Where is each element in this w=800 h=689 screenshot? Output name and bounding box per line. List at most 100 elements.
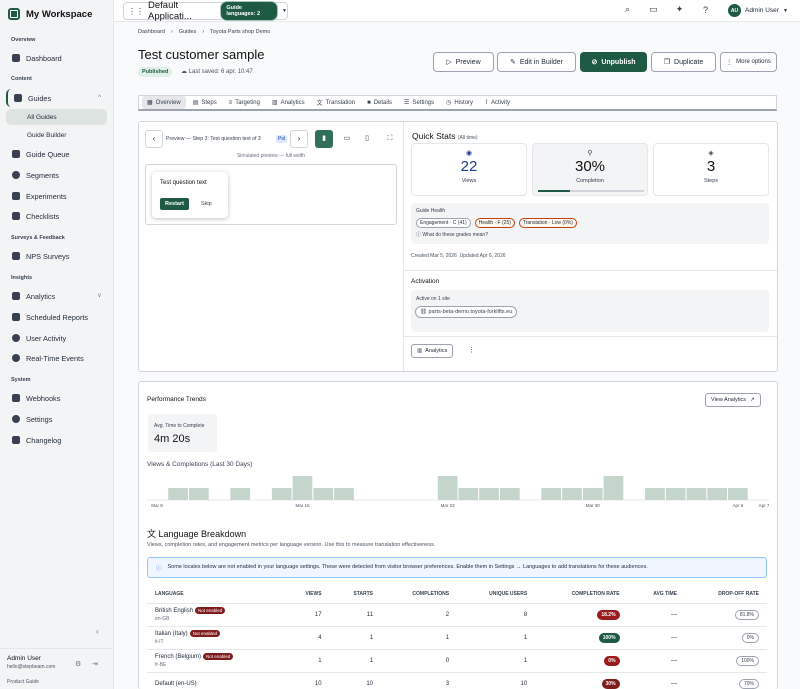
- link-icon: ⛓: [420, 309, 429, 315]
- grades-link[interactable]: ⓘ What do these grades mean?: [416, 231, 488, 238]
- divider: [403, 270, 777, 271]
- views-cell: 10: [283, 671, 330, 689]
- view-analytics-button[interactable]: View Analytics ↗: [705, 393, 761, 407]
- crumb-dashboard[interactable]: Dashboard: [138, 29, 165, 35]
- tab-details[interactable]: ■ Details: [362, 96, 397, 109]
- col-language[interactable]: LANGUAGE: [155, 590, 184, 597]
- chart-bar: [271, 488, 292, 500]
- col-completions[interactable]: COMPLETIONS: [412, 590, 450, 597]
- site-chip[interactable]: ⛓ parts-beta-demo.toyota-forklifts.eu: [415, 306, 518, 318]
- sidebar-item-dashboard[interactable]: Dashboard: [6, 49, 107, 67]
- prev-step-button[interactable]: ‹: [145, 130, 163, 148]
- tab-targeting[interactable]: ≡ Targeting: [224, 96, 265, 109]
- next-step-button[interactable]: ›: [290, 130, 308, 148]
- sidebar-item-label: Segments: [26, 170, 59, 180]
- sparkle-icon[interactable]: ✦: [675, 4, 684, 14]
- col-drop-off-rate[interactable]: DROP-OFF RATE: [718, 590, 759, 597]
- user-menu[interactable]: AU Admin User ▼: [728, 4, 788, 17]
- collapse-sidebar-icon[interactable]: ‹: [96, 627, 99, 636]
- col-avg-time[interactable]: AVG TIME: [653, 590, 677, 597]
- language-cell: Italian (Italy) Not enabled it-IT: [147, 625, 284, 649]
- col-views[interactable]: VIEWS: [305, 590, 322, 597]
- language-cell: British English Not enabled en-GB: [147, 602, 284, 626]
- language-code: it-IT: [155, 638, 164, 645]
- sidebar-item-all-guides[interactable]: All Guides: [6, 109, 107, 125]
- stat-completion: ⚲ 30% Completion: [532, 143, 648, 196]
- sidebar-item-user-activity[interactable]: User Activity: [6, 329, 107, 347]
- analytics-button-label: Analytics: [425, 348, 448, 354]
- more-icon[interactable]: ⋮: [468, 347, 475, 354]
- footer-user-name: Admin User: [7, 655, 41, 662]
- tab-overview[interactable]: ▦ Overview: [142, 96, 186, 109]
- user-settings-icon[interactable]: ⚙: [75, 661, 82, 668]
- tab-settings[interactable]: ☰ Settings: [399, 96, 439, 109]
- sidebar-item-webhooks[interactable]: Webhooks: [6, 389, 107, 407]
- billing-icon[interactable]: ▭: [649, 4, 658, 14]
- fullscreen-icon[interactable]: ⛶: [387, 135, 393, 142]
- sidebar-item-scheduled-reports[interactable]: Scheduled Reports: [6, 308, 107, 326]
- col-completion-rate[interactable]: COMPLETION RATE: [571, 590, 620, 597]
- chart-tick-label: Mar 16: [295, 503, 310, 508]
- sidebar-item-label: User Activity: [26, 333, 67, 343]
- restart-button[interactable]: Restart: [160, 198, 189, 210]
- help-icon[interactable]: ?: [702, 4, 708, 15]
- app-selector[interactable]: ⋮⋮ Default Applicati... Guide languages:…: [123, 0, 288, 22]
- sidebar-item-segments[interactable]: Segments: [6, 166, 107, 184]
- sidebar-item-guides[interactable]: Guides ^: [6, 89, 107, 107]
- col-unique-users[interactable]: UNIQUE USERS: [489, 590, 528, 597]
- sidebar-item-guide-queue[interactable]: Guide Queue: [6, 145, 107, 163]
- sidebar-item-realtime-events[interactable]: Real-Time Events: [6, 349, 107, 367]
- sidebar-item-checklists[interactable]: Checklists: [6, 207, 107, 225]
- chart-bar: [603, 476, 624, 500]
- chart-bar: [645, 488, 665, 500]
- chart-tick-label: Mar 30: [586, 503, 601, 508]
- desktop-view-icon[interactable]: ▮: [315, 130, 333, 148]
- product-guide-link[interactable]: Product Guide: [7, 679, 39, 685]
- tab-analytics[interactable]: ▥ Analytics: [267, 96, 310, 109]
- not-enabled-badge: Not enabled: [189, 629, 220, 637]
- more-options-button[interactable]: ⋮ More options: [720, 52, 777, 72]
- top-bar: ⋮⋮ Default Applicati... Guide languages:…: [114, 0, 800, 22]
- sidebar-item-guide-builder[interactable]: Guide Builder: [6, 127, 107, 143]
- sidebar-item-experiments[interactable]: Experiments: [6, 187, 107, 205]
- skip-button[interactable]: Skip: [201, 201, 212, 207]
- analytics-button[interactable]: ▥ Analytics: [411, 344, 454, 358]
- workspace-header[interactable]: My Workspace: [0, 0, 113, 28]
- chevron-down-icon: v: [98, 293, 101, 299]
- sidebar-item-changelog[interactable]: Changelog: [6, 431, 107, 449]
- sidebar-item-settings[interactable]: Settings: [6, 410, 107, 428]
- tab-steps[interactable]: ▤ Steps: [188, 96, 222, 109]
- preview-button[interactable]: ▷ Preview: [433, 52, 494, 72]
- unpublish-button[interactable]: ⊘ Unpublish: [580, 52, 647, 72]
- not-enabled-badge: Not enabled: [195, 606, 226, 614]
- starts-cell: 1: [329, 625, 382, 649]
- sidebar-item-label: Experiments: [26, 191, 67, 201]
- tablet-view-icon[interactable]: ▭: [343, 135, 351, 142]
- workspace-logo-icon: [8, 8, 20, 20]
- search-icon[interactable]: ⌕: [624, 4, 631, 14]
- table-header-row: LANGUAGE VIEWS STARTS COMPLETIONS UNIQUE…: [147, 585, 767, 603]
- crumb-guides[interactable]: Guides: [178, 29, 197, 35]
- guide-languages-pill[interactable]: Guide languages: 2: [220, 1, 279, 21]
- tab-activity[interactable]: ⌇ Activity: [480, 96, 515, 109]
- sidebar-item-nps[interactable]: NPS Surveys: [6, 247, 107, 265]
- chevron-down-icon: ▼: [782, 7, 788, 14]
- mobile-view-icon[interactable]: ▯: [365, 135, 369, 142]
- sidebar-item-analytics[interactable]: Analytics v: [6, 287, 107, 305]
- checklist-icon: [12, 212, 20, 220]
- col-starts[interactable]: STARTS: [353, 590, 374, 597]
- crumb-separator: ›: [202, 29, 205, 35]
- drop-off-badge: 0%: [741, 632, 759, 643]
- tab-label: Overview: [155, 99, 181, 106]
- chart-bar: [728, 488, 748, 500]
- guide-health-panel: Guide Health Engagement · C (41) Health …: [411, 203, 769, 244]
- duplicate-button[interactable]: ❐ Duplicate: [651, 52, 716, 72]
- tab-translation[interactable]: 文 Translation: [312, 96, 360, 109]
- edit-in-builder-button[interactable]: ✎ Edit in Builder: [497, 52, 576, 72]
- avg-time-label: Avg. Time to Complete: [154, 423, 205, 429]
- logout-icon[interactable]: ⇥: [92, 661, 98, 668]
- activation-title: Activation: [411, 278, 440, 285]
- section-content: Content: [11, 76, 32, 82]
- avg-time-cell: —: [627, 648, 685, 672]
- tab-history[interactable]: ◷ History: [441, 96, 478, 109]
